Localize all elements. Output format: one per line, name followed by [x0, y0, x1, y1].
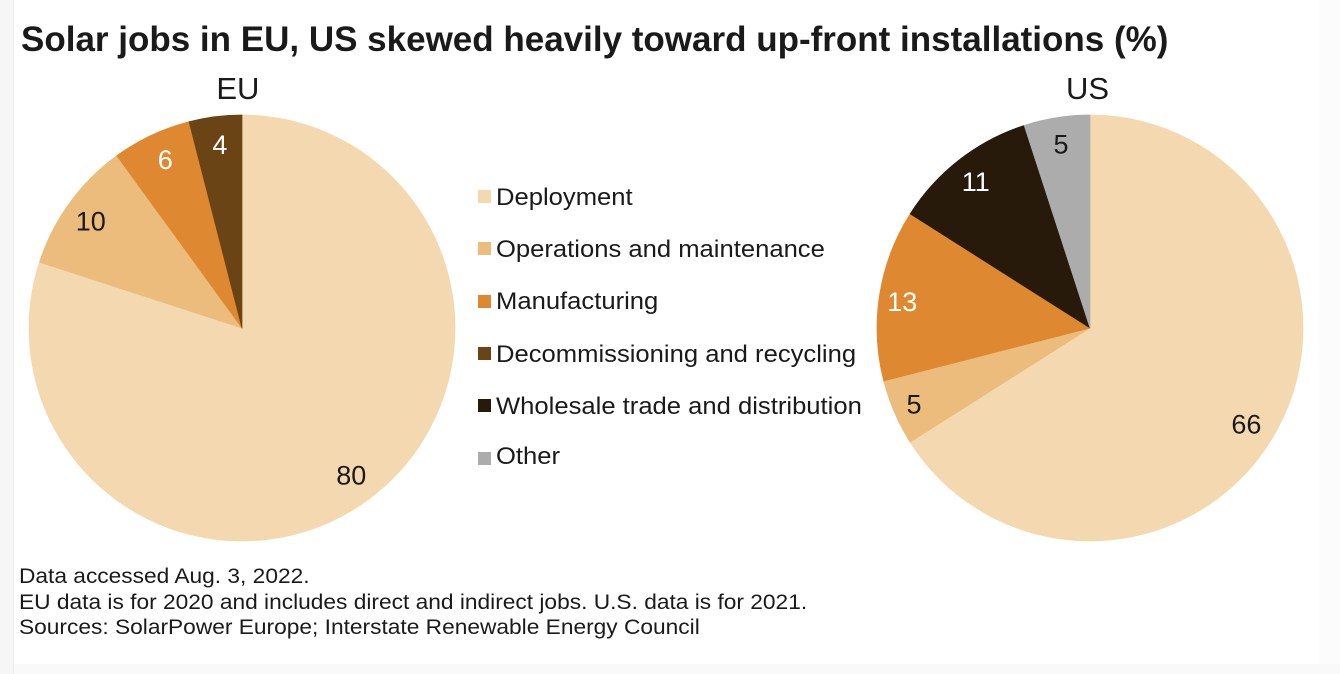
- svg-text:6: 6: [158, 145, 173, 175]
- svg-text:10: 10: [76, 207, 106, 237]
- svg-text:4: 4: [212, 130, 227, 160]
- svg-text:5: 5: [1053, 129, 1068, 159]
- svg-text:80: 80: [336, 460, 366, 490]
- svg-text:66: 66: [1231, 410, 1261, 440]
- svg-text:5: 5: [906, 390, 921, 420]
- svg-text:11: 11: [962, 167, 990, 197]
- svg-text:13: 13: [887, 287, 917, 317]
